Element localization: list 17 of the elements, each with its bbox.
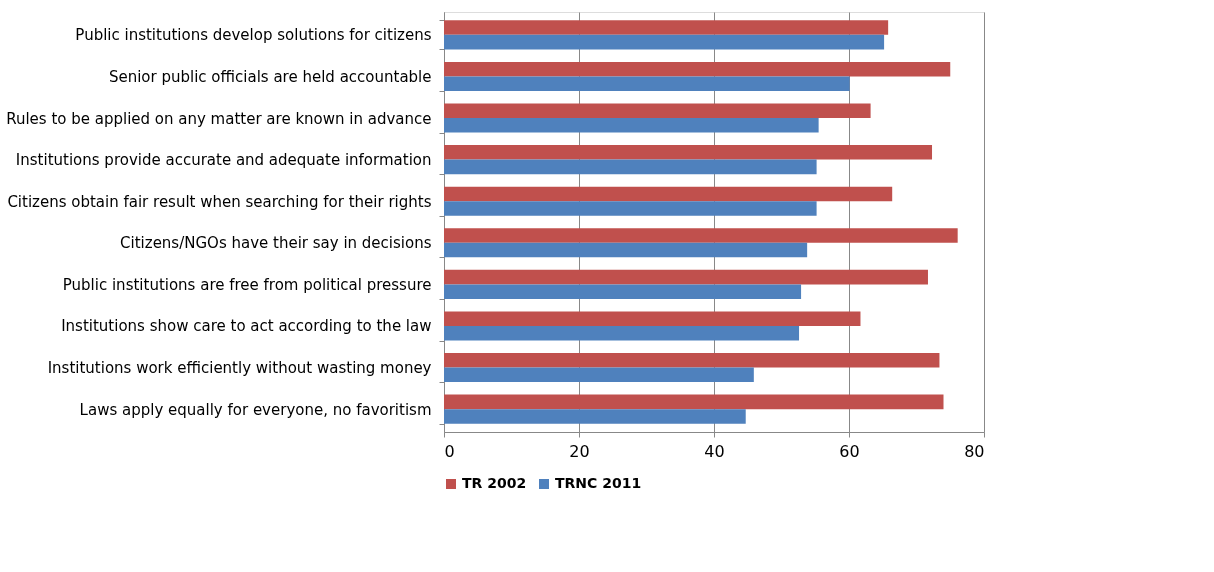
x-tick-label: 40 (704, 441, 725, 461)
y-tick-label: Institutions work efficiently without wasting money (47, 359, 432, 378)
x-tick-label: 80 (964, 441, 985, 461)
y-tick-label: Institutions provide accurate and adequate information (15, 151, 432, 170)
y-tick-label: Laws apply equally for everyone, no favoritism (79, 400, 432, 419)
y-tick-label: Citizens obtain fair result when searching for their rights (7, 192, 432, 211)
y-tick-label: Institutions show care to act according to the law (61, 317, 432, 336)
x-tick-label: 0 (444, 441, 455, 461)
y-tick-label: Citizens/NGOs have their say in decisions (120, 234, 432, 253)
legend-label: TRNC 2011 (555, 475, 642, 491)
x-tick-label: 60 (839, 441, 860, 461)
y-tick-label: Public institutions develop solutions for citizens (75, 26, 432, 45)
legend-label: TR 2002 (462, 475, 527, 491)
y-tick-label: Senior public officials are held accountable (108, 67, 432, 86)
y-tick-label: Public institutions are free from political pressure (62, 275, 432, 294)
y-tick-label: Rules to be applied on any matter are known in advance (6, 109, 432, 128)
x-tick-label: 20 (569, 441, 590, 461)
